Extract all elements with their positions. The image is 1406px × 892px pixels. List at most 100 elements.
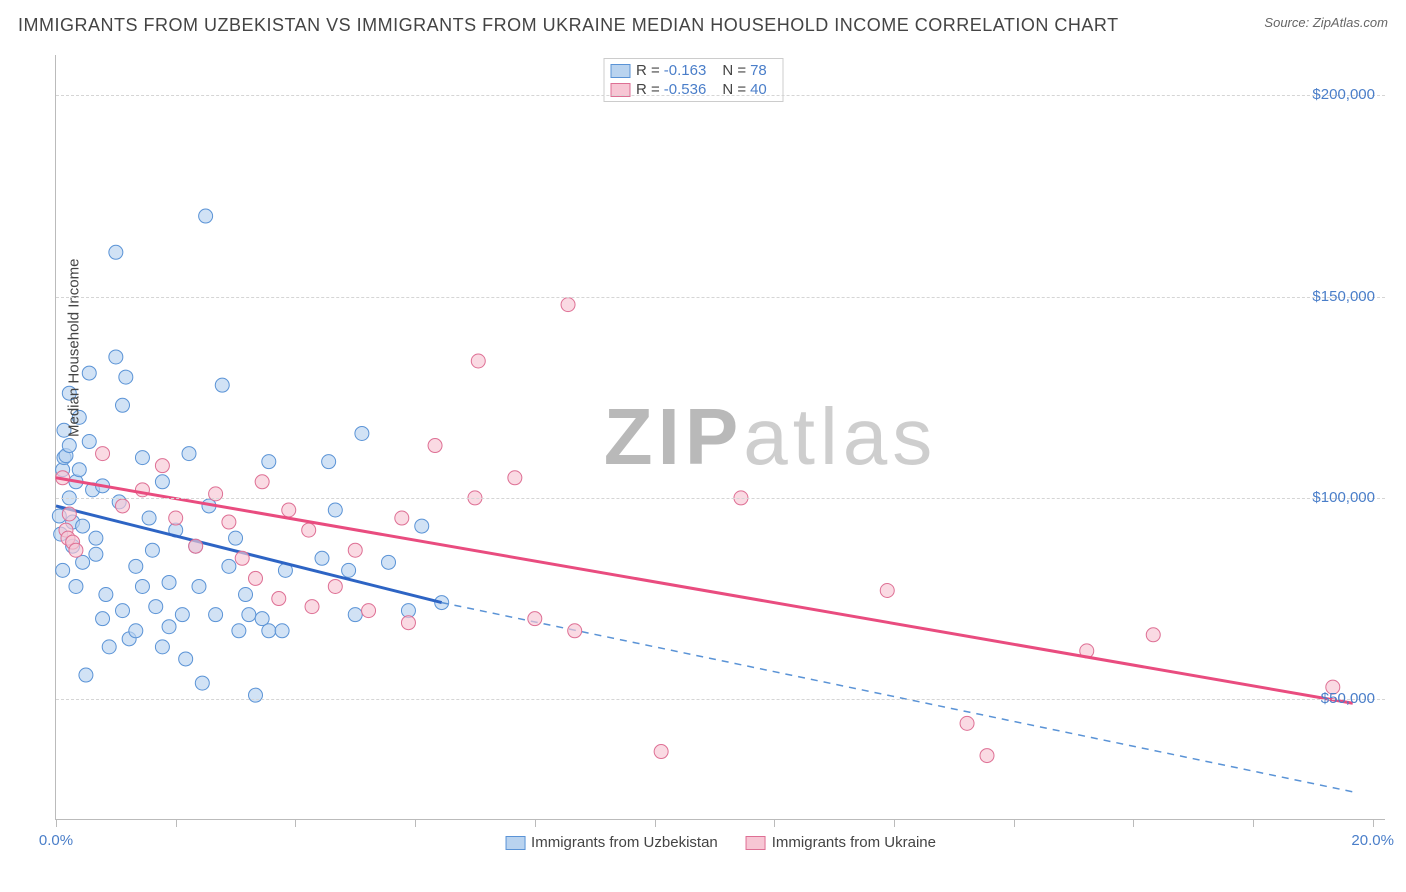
x-tick bbox=[415, 819, 416, 827]
scatter-point-ukraine bbox=[69, 543, 83, 557]
scatter-point-uzbekistan bbox=[262, 624, 276, 638]
scatter-point-uzbekistan bbox=[209, 608, 223, 622]
scatter-point-ukraine bbox=[362, 604, 376, 618]
x-tick bbox=[774, 819, 775, 827]
y-tick-label: $50,000 bbox=[1321, 690, 1375, 707]
scatter-point-uzbekistan bbox=[82, 435, 96, 449]
scatter-point-ukraine bbox=[328, 579, 342, 593]
legend-swatch-uzbekistan bbox=[505, 836, 525, 850]
scatter-point-ukraine bbox=[169, 511, 183, 525]
scatter-point-uzbekistan bbox=[179, 652, 193, 666]
plot-area: ZIPatlas R =-0.163N =78R =-0.536N =40 Im… bbox=[55, 55, 1385, 820]
scatter-point-uzbekistan bbox=[415, 519, 429, 533]
x-tick-label: 0.0% bbox=[39, 832, 73, 849]
source-attribution: Source: ZipAtlas.com bbox=[1264, 15, 1388, 30]
x-tick bbox=[56, 819, 57, 827]
scatter-point-uzbekistan bbox=[322, 455, 336, 469]
scatter-point-uzbekistan bbox=[56, 563, 70, 577]
legend-series: Immigrants from Uzbekistan Immigrants fro… bbox=[505, 834, 936, 851]
chart-title: IMMIGRANTS FROM UZBEKISTAN VS IMMIGRANTS… bbox=[18, 15, 1119, 36]
scatter-point-ukraine bbox=[189, 539, 203, 553]
scatter-point-ukraine bbox=[395, 511, 409, 525]
scatter-point-uzbekistan bbox=[155, 640, 169, 654]
x-tick bbox=[1373, 819, 1374, 827]
scatter-point-uzbekistan bbox=[222, 559, 236, 573]
scatter-point-ukraine bbox=[980, 749, 994, 763]
scatter-point-uzbekistan bbox=[102, 640, 116, 654]
scatter-point-ukraine bbox=[348, 543, 362, 557]
scatter-point-uzbekistan bbox=[149, 600, 163, 614]
scatter-point-ukraine bbox=[222, 515, 236, 529]
scatter-point-uzbekistan bbox=[239, 588, 253, 602]
x-tick bbox=[176, 819, 177, 827]
scatter-point-uzbekistan bbox=[89, 531, 103, 545]
scatter-point-ukraine bbox=[282, 503, 296, 517]
scatter-point-uzbekistan bbox=[192, 579, 206, 593]
scatter-point-uzbekistan bbox=[79, 668, 93, 682]
scatter-point-ukraine bbox=[305, 600, 319, 614]
legend-series-label-ukraine: Immigrants from Ukraine bbox=[772, 834, 936, 851]
scatter-point-ukraine bbox=[401, 616, 415, 630]
scatter-point-uzbekistan bbox=[116, 398, 130, 412]
scatter-point-uzbekistan bbox=[242, 608, 256, 622]
scatter-point-ukraine bbox=[568, 624, 582, 638]
scatter-point-uzbekistan bbox=[155, 475, 169, 489]
legend-r-uzbekistan: R =-0.163 bbox=[636, 62, 716, 79]
legend-series-item-ukraine: Immigrants from Ukraine bbox=[746, 834, 936, 851]
scatter-point-ukraine bbox=[272, 592, 286, 606]
x-tick bbox=[1133, 819, 1134, 827]
scatter-point-uzbekistan bbox=[232, 624, 246, 638]
scatter-point-uzbekistan bbox=[116, 604, 130, 618]
source-value: ZipAtlas.com bbox=[1313, 15, 1388, 30]
legend-series-label-uzbekistan: Immigrants from Uzbekistan bbox=[531, 834, 718, 851]
scatter-point-uzbekistan bbox=[82, 366, 96, 380]
scatter-point-ukraine bbox=[654, 745, 668, 759]
x-tick bbox=[1014, 819, 1015, 827]
scatter-point-uzbekistan bbox=[315, 551, 329, 565]
scatter-point-uzbekistan bbox=[99, 588, 113, 602]
scatter-point-ukraine bbox=[508, 471, 522, 485]
scatter-point-uzbekistan bbox=[382, 555, 396, 569]
scatter-point-ukraine bbox=[561, 298, 575, 312]
scatter-point-ukraine bbox=[960, 716, 974, 730]
scatter-point-uzbekistan bbox=[109, 245, 123, 259]
scatter-point-uzbekistan bbox=[72, 463, 86, 477]
scatter-point-uzbekistan bbox=[182, 447, 196, 461]
x-tick bbox=[1253, 819, 1254, 827]
scatter-point-uzbekistan bbox=[229, 531, 243, 545]
gridline bbox=[56, 498, 1385, 499]
scatter-point-ukraine bbox=[428, 439, 442, 453]
y-tick-label: $150,000 bbox=[1312, 288, 1375, 305]
scatter-point-ukraine bbox=[116, 499, 130, 513]
legend-swatch-ukraine bbox=[746, 836, 766, 850]
scatter-point-uzbekistan bbox=[145, 543, 159, 557]
x-tick bbox=[295, 819, 296, 827]
legend-swatch-uzbekistan bbox=[610, 64, 630, 78]
scatter-point-ukraine bbox=[155, 459, 169, 473]
gridline bbox=[56, 95, 1385, 96]
scatter-point-ukraine bbox=[235, 551, 249, 565]
legend-correlation-row-uzbekistan: R =-0.163N =78 bbox=[610, 61, 777, 80]
scatter-point-ukraine bbox=[880, 584, 894, 598]
scatter-point-uzbekistan bbox=[119, 370, 133, 384]
y-tick-label: $100,000 bbox=[1312, 489, 1375, 506]
scatter-point-uzbekistan bbox=[342, 563, 356, 577]
scatter-point-uzbekistan bbox=[96, 612, 110, 626]
scatter-point-uzbekistan bbox=[135, 451, 149, 465]
scatter-point-ukraine bbox=[302, 523, 316, 537]
scatter-point-ukraine bbox=[471, 354, 485, 368]
x-tick-label: 20.0% bbox=[1351, 832, 1394, 849]
scatter-point-ukraine bbox=[249, 571, 263, 585]
scatter-point-ukraine bbox=[528, 612, 542, 626]
scatter-point-uzbekistan bbox=[76, 519, 90, 533]
scatter-point-uzbekistan bbox=[262, 455, 276, 469]
scatter-point-ukraine bbox=[62, 507, 76, 521]
chart-header: IMMIGRANTS FROM UZBEKISTAN VS IMMIGRANTS… bbox=[18, 15, 1388, 36]
y-axis-label: Median Household Income bbox=[66, 259, 83, 437]
chart-svg bbox=[56, 55, 1385, 819]
scatter-point-uzbekistan bbox=[162, 620, 176, 634]
scatter-point-uzbekistan bbox=[89, 547, 103, 561]
x-tick bbox=[535, 819, 536, 827]
scatter-point-uzbekistan bbox=[355, 426, 369, 440]
scatter-point-uzbekistan bbox=[175, 608, 189, 622]
